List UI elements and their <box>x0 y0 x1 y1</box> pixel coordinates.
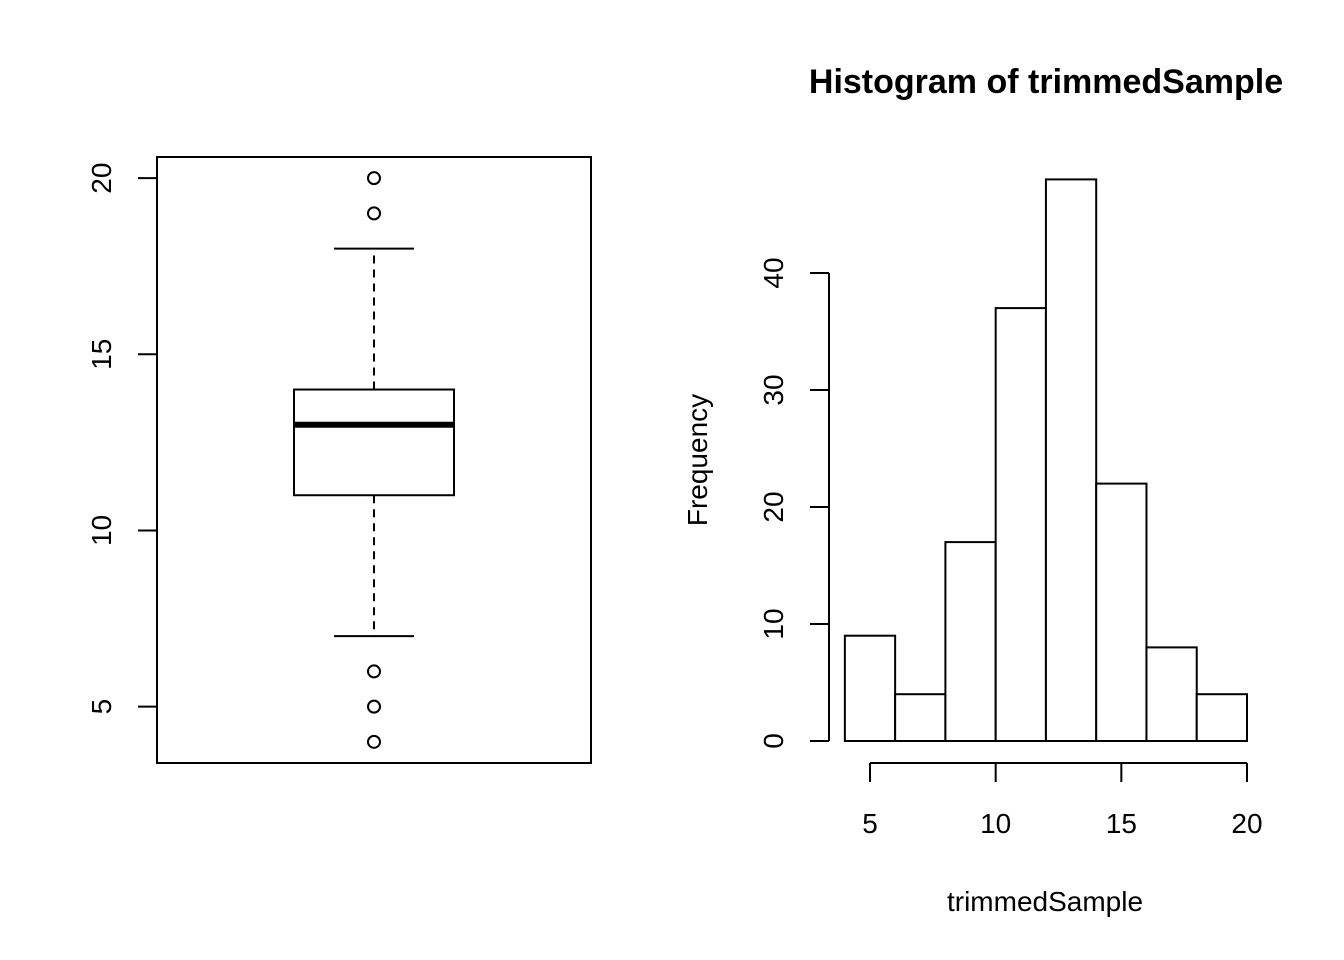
histogram-bar <box>1195 693 1248 743</box>
histogram-bar <box>1145 646 1198 743</box>
histogram-y-tick-label: 0 <box>758 733 789 749</box>
histogram-bar <box>894 693 947 743</box>
boxplot-outlier <box>367 664 381 679</box>
histogram-panel: Histogram of trimmedSample Frequency tri… <box>682 63 1283 917</box>
histogram-y-tick-label: 20 <box>758 491 789 522</box>
histogram-bar <box>843 634 897 743</box>
boxplot-marks <box>293 171 455 749</box>
boxplot-outlier <box>367 206 381 221</box>
histogram-y-tick-label: 40 <box>758 257 789 288</box>
histogram-y-tick-label: 30 <box>758 374 789 405</box>
histogram-bar <box>944 541 997 742</box>
boxplot-y-tick-label: 15 <box>86 339 117 370</box>
histogram-y-axis: 0 10 20 30 40 <box>758 257 830 749</box>
histogram-x-tick-label: 10 <box>980 808 1011 839</box>
histogram-x-tick-label: 15 <box>1106 808 1137 839</box>
histogram-x-tick-label: 20 <box>1231 808 1262 839</box>
histogram-bars <box>843 178 1248 743</box>
histogram-title: Histogram of trimmedSample <box>809 63 1283 101</box>
boxplot-box <box>293 388 455 497</box>
histogram-y-tick-label: 10 <box>758 608 789 639</box>
boxplot-y-tick-label: 5 <box>86 699 117 715</box>
boxplot-y-axis: 5 10 15 20 <box>86 163 158 715</box>
histogram-x-label: trimmedSample <box>947 886 1143 917</box>
histogram-x-axis: 5 10 15 20 <box>862 762 1263 839</box>
histogram-y-label: Frequency <box>682 394 713 526</box>
histogram-bar <box>994 307 1047 742</box>
boxplot-y-tick-label: 20 <box>86 163 117 194</box>
histogram-bar <box>1095 482 1148 742</box>
boxplot-y-tick-label: 10 <box>86 515 117 546</box>
boxplot-panel: 5 10 15 20 <box>86 156 592 764</box>
boxplot-outlier <box>367 699 381 714</box>
boxplot-outlier <box>367 171 381 186</box>
boxplot-outlier <box>367 734 381 749</box>
histogram-bar <box>1044 178 1098 742</box>
histogram-x-tick-label: 5 <box>862 808 878 839</box>
